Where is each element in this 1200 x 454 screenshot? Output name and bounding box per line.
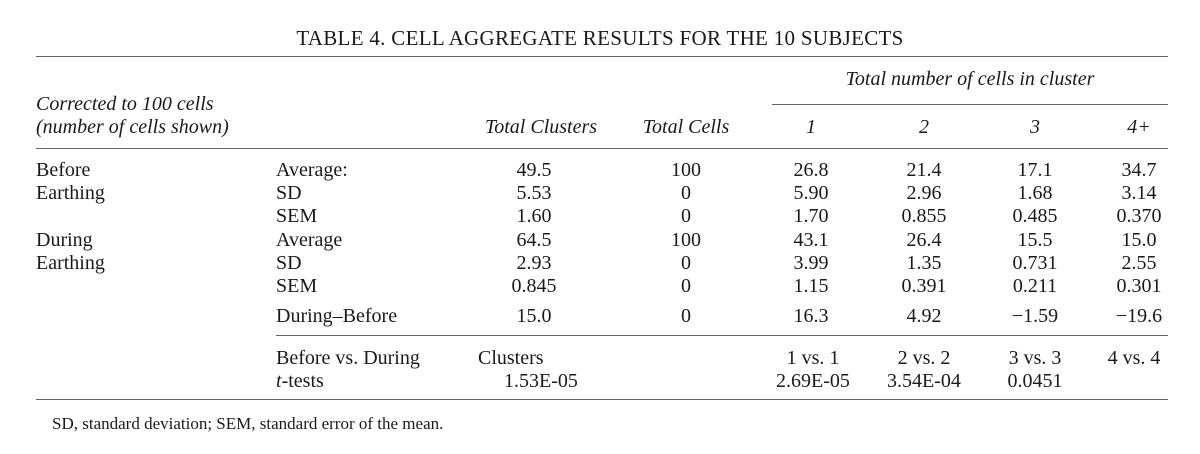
table-cell: 1.68 bbox=[1017, 182, 1053, 204]
ttest-clusters-value: 1.53E-05 bbox=[504, 370, 578, 392]
table-cell: 15.0 bbox=[1121, 229, 1157, 251]
row-label-header-1: Corrected to 100 cells bbox=[36, 93, 214, 115]
ttest-pvalue: 2.69E-05 bbox=[776, 370, 850, 392]
ttest-comparison: 2 vs. 2 bbox=[897, 347, 951, 369]
table-title: TABLE 4. CELL AGGREGATE RESULTS FOR THE … bbox=[0, 26, 1200, 51]
ttest-label-suffix: -tests bbox=[281, 370, 324, 392]
table-cell: 0.391 bbox=[901, 275, 947, 297]
table-cell: −1.59 bbox=[1011, 305, 1059, 327]
table-cell: 15.0 bbox=[516, 305, 552, 327]
table-cell: 100 bbox=[671, 229, 701, 251]
diff-row-label: During–Before bbox=[276, 305, 398, 327]
col-header-1: 1 bbox=[806, 116, 816, 138]
table-cell: 17.1 bbox=[1017, 159, 1053, 181]
group-label-before-2: Earthing bbox=[36, 182, 105, 204]
ttest-label-t: t bbox=[276, 370, 282, 392]
table-cell: 3.99 bbox=[793, 252, 829, 274]
table-cell: 0.845 bbox=[511, 275, 557, 297]
table-cell: 5.53 bbox=[516, 182, 552, 204]
col-header-4plus: 4+ bbox=[1127, 116, 1151, 138]
table-cell: 0.731 bbox=[1012, 252, 1058, 274]
row-label: Average: bbox=[276, 159, 348, 181]
table-cell: 15.5 bbox=[1017, 229, 1053, 251]
group-label-before-1: Before bbox=[36, 159, 91, 181]
table-cell: 0.301 bbox=[1116, 275, 1162, 297]
col-header-total-cells: Total Cells bbox=[642, 116, 730, 138]
table-cell: 1.60 bbox=[516, 205, 552, 227]
group-header-rule bbox=[772, 104, 1168, 105]
footnote: SD, standard deviation; SEM, standard er… bbox=[52, 414, 444, 433]
row-label-header-2: (number of cells shown) bbox=[36, 116, 229, 138]
table-cell: 26.8 bbox=[793, 159, 829, 181]
table-cell: 2.93 bbox=[516, 252, 552, 274]
ttest-label-2: t-tests bbox=[276, 370, 324, 393]
group-header: Total number of cells in cluster bbox=[845, 68, 1095, 90]
ttest-pvalue: 3.54E-04 bbox=[887, 370, 961, 392]
col-header-3: 3 bbox=[1030, 116, 1040, 138]
table-cell: 5.90 bbox=[793, 182, 829, 204]
table-cell: 34.7 bbox=[1121, 159, 1157, 181]
row-label: SEM bbox=[276, 205, 318, 227]
table-cell: 49.5 bbox=[516, 159, 552, 181]
table-cell: 0 bbox=[681, 205, 691, 227]
table-cell: 0 bbox=[681, 305, 691, 327]
ttest-comparison: 3 vs. 3 bbox=[1008, 347, 1062, 369]
table-cell: 3.14 bbox=[1121, 182, 1157, 204]
table-cell: 0.485 bbox=[1012, 205, 1058, 227]
row-label: Average bbox=[276, 229, 343, 251]
table-cell: 0.855 bbox=[901, 205, 947, 227]
table-cell: 0 bbox=[681, 182, 691, 204]
table-title-text: TABLE 4. CELL AGGREGATE RESULTS FOR THE … bbox=[296, 26, 904, 50]
table-cell: 64.5 bbox=[516, 229, 552, 251]
ttest-rule bbox=[276, 335, 1168, 336]
col-header-2: 2 bbox=[919, 116, 929, 138]
table-cell: 1.35 bbox=[906, 252, 942, 274]
top-rule bbox=[36, 56, 1168, 57]
header-rule bbox=[36, 148, 1168, 149]
ttest-comparison: 1 vs. 1 bbox=[786, 347, 840, 369]
table-cell: 2.96 bbox=[906, 182, 942, 204]
ttest-label-1: Before vs. During bbox=[276, 347, 420, 369]
table-cell: 0 bbox=[681, 252, 691, 274]
table-cell: 0 bbox=[681, 275, 691, 297]
table-cell: 4.92 bbox=[906, 305, 942, 327]
table-cell: −19.6 bbox=[1115, 305, 1163, 327]
table-cell: 16.3 bbox=[793, 305, 829, 327]
table-cell: 0.211 bbox=[1012, 275, 1058, 297]
bottom-rule bbox=[36, 399, 1168, 400]
ttest-clusters-label: Clusters bbox=[478, 347, 544, 369]
row-label: SD bbox=[276, 182, 302, 204]
group-label-during-2: Earthing bbox=[36, 252, 105, 274]
col-header-total-clusters: Total Clusters bbox=[484, 116, 598, 138]
row-label: SD bbox=[276, 252, 302, 274]
table-cell: 43.1 bbox=[793, 229, 829, 251]
table-cell: 1.70 bbox=[793, 205, 829, 227]
table-cell: 0.370 bbox=[1116, 205, 1162, 227]
table-cell: 21.4 bbox=[906, 159, 942, 181]
group-label-during-1: During bbox=[36, 229, 93, 251]
table-cell: 26.4 bbox=[906, 229, 942, 251]
table-cell: 1.15 bbox=[793, 275, 829, 297]
table-cell: 100 bbox=[671, 159, 701, 181]
table-cell: 2.55 bbox=[1121, 252, 1157, 274]
ttest-comparison: 4 vs. 4 bbox=[1107, 347, 1161, 369]
row-label: SEM bbox=[276, 275, 318, 297]
ttest-pvalue: 0.0451 bbox=[1007, 370, 1063, 392]
